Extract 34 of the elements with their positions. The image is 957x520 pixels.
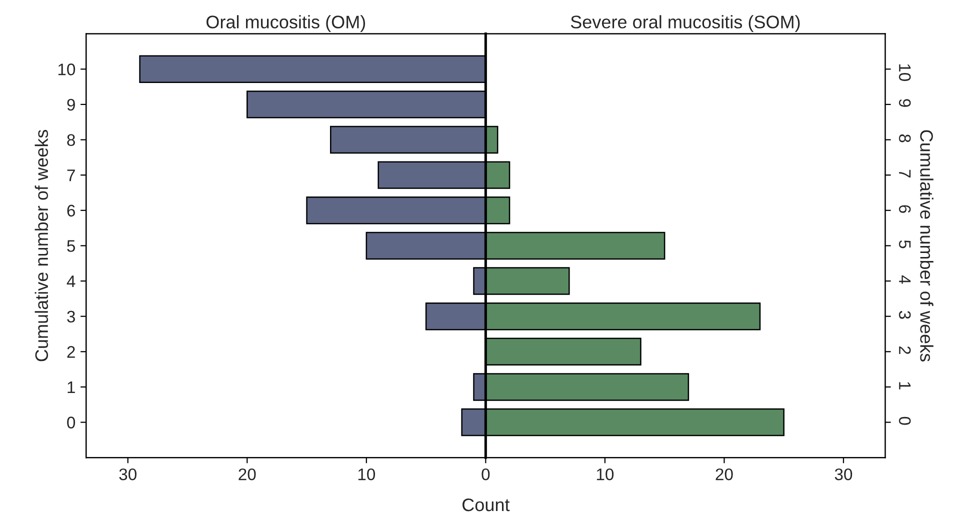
y-tick-label: 2 (67, 346, 75, 358)
x-axis-title: Count (462, 498, 510, 512)
y-tick-label: 0 (67, 416, 76, 428)
y-tick-label: 10 (58, 64, 76, 76)
y-tick-label: 1 (68, 382, 75, 394)
x-tick-label: 10 (596, 468, 614, 480)
y-tick-label: 0 (898, 416, 911, 425)
y-tick-label: 10 (898, 64, 911, 81)
y-tick-label: 2 (899, 346, 911, 354)
y-axis-title: Cumulative number of weeks (34, 130, 48, 362)
x-tick-label: 10 (358, 468, 376, 480)
x-tick-label: 30 (119, 468, 136, 480)
y-tick-label: 7 (899, 170, 911, 178)
y-tick-label: 1 (899, 382, 911, 390)
y-tick-label: 6 (67, 204, 75, 217)
x-tick-label: 30 (834, 468, 852, 480)
y-tick-label: 6 (898, 205, 911, 213)
y-tick-label: 8 (898, 134, 911, 142)
y-tick-label: 8 (67, 134, 75, 146)
y-tick-label: 3 (898, 310, 911, 319)
x-tick-label: 20 (716, 468, 733, 480)
y-tick-label: 5 (898, 240, 911, 248)
chart-title: Severe oral mucositis (SOM) (570, 15, 800, 32)
y-tick-label: 9 (67, 98, 75, 111)
y-tick-label: 7 (67, 170, 75, 182)
chart-title: Oral mucositis (OM) (206, 15, 366, 32)
y-tick-label: 4 (899, 275, 911, 284)
y-tick-label: 3 (67, 310, 75, 323)
x-tick-label: 0 (482, 468, 490, 480)
y-tick-label: 5 (67, 240, 76, 252)
x-tick-label: 20 (238, 468, 256, 480)
y-tick-label: 9 (898, 99, 911, 107)
y-tick-label: 4 (66, 276, 76, 288)
y2-axis-title: Cumulative number of weeks (920, 130, 934, 362)
